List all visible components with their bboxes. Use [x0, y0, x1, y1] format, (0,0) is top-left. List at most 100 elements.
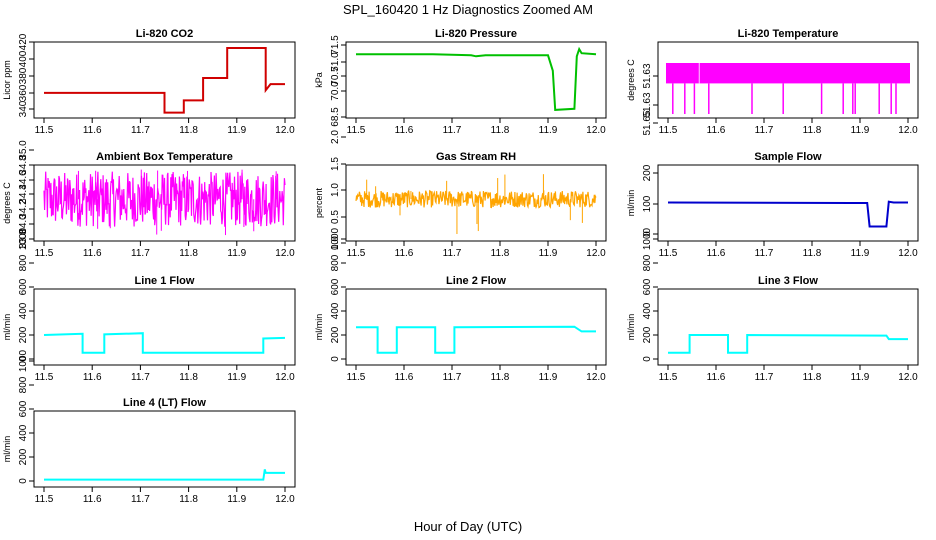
series-line [43, 332, 286, 354]
panel-8: Line 2 Flow 11.5 11.6 11.7 11.8 11.9 12.0 0 200 4… [314, 227, 607, 383]
x-tick-label: 11.7 [755, 125, 774, 136]
plot-frame [33, 410, 296, 488]
series-line [356, 46, 597, 111]
y-tick-label: 1000 [642, 227, 653, 250]
plot-frame [657, 41, 919, 119]
panel-title: Li-820 Temperature [738, 28, 839, 40]
y-tick-label: 51.63 [642, 63, 653, 88]
x-tick-label: 11.7 [131, 372, 150, 383]
y-tick-label: 600 [642, 278, 653, 295]
panel-title: Li-820 Pressure [435, 28, 517, 40]
x-tick-label: 12.0 [898, 248, 918, 259]
y-axis-label: ml/min [2, 314, 12, 341]
x-tick-label: 11.7 [131, 248, 150, 259]
x-tick-label: 11.8 [491, 372, 510, 383]
y-axis-label: degrees C [2, 182, 12, 224]
y-tick-label: 68.5 [330, 107, 341, 127]
panel-title: Li-820 CO2 [136, 28, 193, 40]
x-tick-label: 11.6 [395, 125, 414, 136]
x-tick-label: 11.8 [179, 125, 198, 136]
x-axis-label: Hour of Day (UTC) [414, 519, 522, 534]
panel-1: Li-820 CO2 11.5 11.6 11.7 11.8 11.9 12.0 340360… [2, 28, 296, 136]
x-tick-label: 12.0 [275, 248, 295, 259]
x-tick-label: 11.6 [83, 125, 102, 136]
data-layer [667, 200, 908, 228]
panel-title: Sample Flow [754, 151, 822, 163]
y-axis-label: degrees C [626, 59, 636, 101]
x-tick-label: 11.6 [395, 372, 414, 383]
y-tick-label: 1000 [18, 227, 29, 250]
x-tick-label: 11.8 [491, 248, 510, 259]
x-tick-label: 11.9 [539, 372, 558, 383]
y-tick-label: 71.5 [330, 35, 341, 55]
x-tick-label: 11.6 [707, 125, 726, 136]
x-tick-label: 12.0 [898, 125, 918, 136]
plot-frame [33, 41, 296, 119]
y-tick-label: 33.8 [18, 229, 29, 249]
y-tick-label: 100 [642, 195, 653, 212]
x-tick-label: 11.8 [179, 248, 198, 259]
x-tick-label: 11.7 [755, 372, 774, 383]
y-axis-label: kPa [314, 72, 324, 88]
data-layer [44, 469, 285, 481]
y-tick-label: 400 [330, 302, 341, 319]
x-tick-label: 12.0 [586, 248, 606, 259]
y-tick-label: 35.0 [18, 140, 29, 160]
x-tick-label: 12.0 [898, 372, 918, 383]
x-tick-label: 11.9 [851, 125, 870, 136]
x-tick-label: 11.5 [659, 372, 678, 383]
x-tick-label: 11.9 [227, 372, 246, 383]
temperature-band [666, 63, 910, 84]
data-layer [666, 63, 910, 114]
y-tick-label: 200 [642, 326, 653, 343]
x-tick-label: 11.5 [35, 248, 54, 259]
x-tick-label: 11.6 [395, 248, 414, 259]
x-tick-label: 12.0 [275, 372, 295, 383]
y-tick-label: 800 [18, 254, 29, 271]
x-tick-label: 11.8 [179, 494, 198, 505]
x-tick-label: 11.9 [851, 372, 870, 383]
data-layer [43, 169, 286, 236]
panel-3: Li-820 Temperature 11.5 11.6 11.7 11.8 11.9 12… [626, 28, 919, 136]
data-layer [668, 333, 908, 354]
y-tick-label: 200 [18, 326, 29, 343]
y-tick-label: 360 [18, 84, 29, 101]
panel-title: Gas Stream RH [436, 151, 516, 163]
x-tick-label: 11.8 [803, 372, 822, 383]
y-tick-label: 800 [330, 254, 341, 271]
x-tick-label: 11.5 [35, 125, 54, 136]
y-tick-label: 200 [330, 326, 341, 343]
panel-9: Line 3 Flow 11.5 11.6 11.7 11.8 11.9 12.0 0 200 4… [626, 227, 919, 383]
panel-title: Line 4 (LT) Flow [123, 397, 206, 409]
x-tick-label: 12.0 [586, 372, 606, 383]
panel-title: Line 2 Flow [446, 275, 506, 287]
series-line [668, 333, 908, 354]
y-tick-label: 400 [18, 302, 29, 319]
y-axis-label: percent [314, 187, 324, 218]
panel-title: Line 1 Flow [135, 275, 195, 287]
plot-frame [657, 288, 919, 366]
x-tick-label: 11.7 [443, 125, 462, 136]
y-tick-label: 51.65 [642, 110, 653, 135]
plot-frame [657, 164, 919, 242]
panel-5: Gas Stream RH 11.5 11.6 11.7 11.8 11.9 12.0 0.0… [314, 130, 607, 259]
y-axis-label: ml/min [626, 314, 636, 341]
noise-trace [43, 171, 286, 227]
x-tick-label: 11.8 [179, 372, 198, 383]
x-tick-label: 11.5 [347, 372, 366, 383]
y-axis-label: Licor ppm [2, 60, 12, 100]
plot-frame [33, 164, 296, 242]
y-tick-label: 400 [642, 302, 653, 319]
y-tick-label: 51.63 [642, 92, 653, 117]
panel-7: Line 1 Flow 11.5 11.6 11.7 11.8 11.9 12.0 0 200 4… [2, 227, 296, 383]
data-layer [43, 332, 286, 354]
series-line [667, 200, 908, 228]
plot-frame [345, 288, 607, 366]
panel-10: Line 4 (LT) Flow 11.5 11.6 11.7 11.8 11.9 12.0… [2, 349, 296, 505]
x-tick-label: 11.7 [131, 125, 150, 136]
main-title: SPL_160420 1 Hz Diagnostics Zoomed AM [343, 2, 593, 17]
x-tick-label: 11.5 [347, 125, 366, 136]
y-tick-label: 200 [18, 448, 29, 465]
